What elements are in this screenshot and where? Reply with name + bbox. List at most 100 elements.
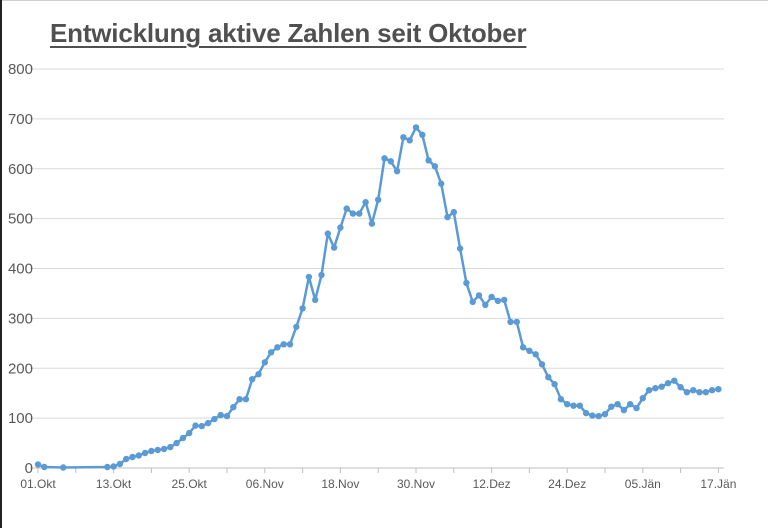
data-point-marker xyxy=(690,387,697,394)
x-tick-label: 24.Dez xyxy=(548,477,586,491)
data-point-marker xyxy=(538,361,546,368)
data-point-marker xyxy=(564,401,571,408)
data-point-marker xyxy=(135,452,142,459)
frame-left-border xyxy=(0,0,2,528)
data-point-marker xyxy=(123,455,130,463)
data-point-marker xyxy=(519,344,527,351)
data-point-marker xyxy=(507,318,514,326)
y-tick-label: 800 xyxy=(8,61,33,78)
data-point-marker xyxy=(305,273,313,281)
y-tick-label: 400 xyxy=(8,261,33,278)
data-point-marker xyxy=(406,137,413,144)
data-point-marker xyxy=(633,404,640,412)
data-point-marker xyxy=(526,347,533,354)
data-point-marker xyxy=(34,461,42,468)
data-point-marker xyxy=(286,341,294,348)
data-point-marker xyxy=(173,439,180,447)
x-tick-label: 06.Nov xyxy=(246,477,284,491)
data-series xyxy=(34,124,722,471)
data-point-marker xyxy=(337,224,344,231)
data-point-marker xyxy=(576,402,583,409)
data-point-marker xyxy=(601,410,609,418)
data-point-marker xyxy=(419,131,426,138)
data-point-marker xyxy=(274,344,281,351)
data-point-marker xyxy=(608,403,615,410)
data-point-marker xyxy=(431,163,439,170)
data-point-marker xyxy=(330,244,338,251)
data-point-marker xyxy=(708,387,716,394)
data-point-marker xyxy=(412,124,420,131)
data-point-marker xyxy=(696,389,703,396)
data-point-marker xyxy=(167,443,174,451)
data-point-marker xyxy=(393,168,401,175)
data-point-marker xyxy=(299,305,306,312)
data-point-marker xyxy=(444,213,451,221)
data-point-marker xyxy=(217,411,224,419)
y-tick-label: 500 xyxy=(8,211,33,228)
chart-title: Entwicklung aktive Zahlen seit Oktober xyxy=(50,18,527,48)
data-point-marker xyxy=(532,351,539,358)
data-point-marker xyxy=(557,396,565,403)
data-point-marker xyxy=(236,396,243,403)
y-tick-label: 100 xyxy=(8,410,33,427)
data-point-marker xyxy=(652,385,659,392)
data-point-marker xyxy=(261,359,268,366)
data-point-marker xyxy=(368,220,376,227)
y-tick-label: 200 xyxy=(8,360,33,377)
data-point-marker xyxy=(211,415,218,423)
data-point-marker xyxy=(469,298,476,306)
data-point-marker xyxy=(482,301,489,309)
data-point-marker xyxy=(381,155,388,162)
data-point-marker xyxy=(620,406,628,414)
x-tick-label: 13.Okt xyxy=(96,477,132,491)
data-point-marker xyxy=(141,449,149,457)
gridlines xyxy=(30,68,724,469)
data-point-marker xyxy=(582,409,590,417)
x-tick-label: 12.Dez xyxy=(473,477,511,491)
x-tick-label: 30.Nov xyxy=(397,477,435,491)
data-point-marker xyxy=(349,210,357,217)
data-point-marker xyxy=(60,464,67,471)
data-point-marker xyxy=(129,453,136,461)
data-point-marker xyxy=(639,395,646,402)
data-point-marker xyxy=(545,374,552,381)
data-point-marker xyxy=(318,271,325,279)
data-point-marker xyxy=(645,387,653,394)
data-point-marker xyxy=(387,158,394,165)
data-point-marker xyxy=(230,404,237,411)
data-point-marker xyxy=(595,412,602,420)
data-point-marker xyxy=(110,463,117,470)
y-tick-label: 600 xyxy=(8,161,33,178)
data-point-marker xyxy=(148,447,155,455)
data-point-marker xyxy=(658,383,665,390)
y-axis-labels: 0 100 200 300 400 500 600 700 800 xyxy=(8,61,33,477)
data-point-marker xyxy=(400,134,407,141)
data-point-marker xyxy=(494,297,502,305)
data-point-marker xyxy=(343,205,350,212)
data-point-marker xyxy=(671,377,678,384)
data-point-marker xyxy=(570,402,577,409)
data-point-marker xyxy=(249,376,256,383)
data-point-marker xyxy=(425,157,432,164)
data-point-marker xyxy=(677,384,684,391)
frame-top-border xyxy=(0,0,768,1)
data-point-marker xyxy=(375,196,382,203)
data-point-marker xyxy=(312,296,319,304)
data-point-marker xyxy=(589,412,596,419)
data-point-marker xyxy=(614,401,621,408)
x-tick-label: 17.Jän xyxy=(700,477,736,491)
data-point-marker xyxy=(104,463,111,471)
data-point-marker xyxy=(324,230,331,237)
data-point-marker xyxy=(293,323,300,331)
data-point-marker xyxy=(463,279,470,287)
y-tick-label: 700 xyxy=(8,111,33,128)
x-tick-label: 05.Jän xyxy=(625,477,661,491)
data-point-marker xyxy=(664,380,672,387)
data-point-marker xyxy=(267,349,275,356)
data-point-marker xyxy=(501,296,508,304)
data-point-marker xyxy=(198,422,205,430)
data-point-marker xyxy=(186,429,193,437)
data-point-marker xyxy=(450,208,457,216)
data-point-marker xyxy=(223,412,231,420)
series-line xyxy=(37,126,719,469)
